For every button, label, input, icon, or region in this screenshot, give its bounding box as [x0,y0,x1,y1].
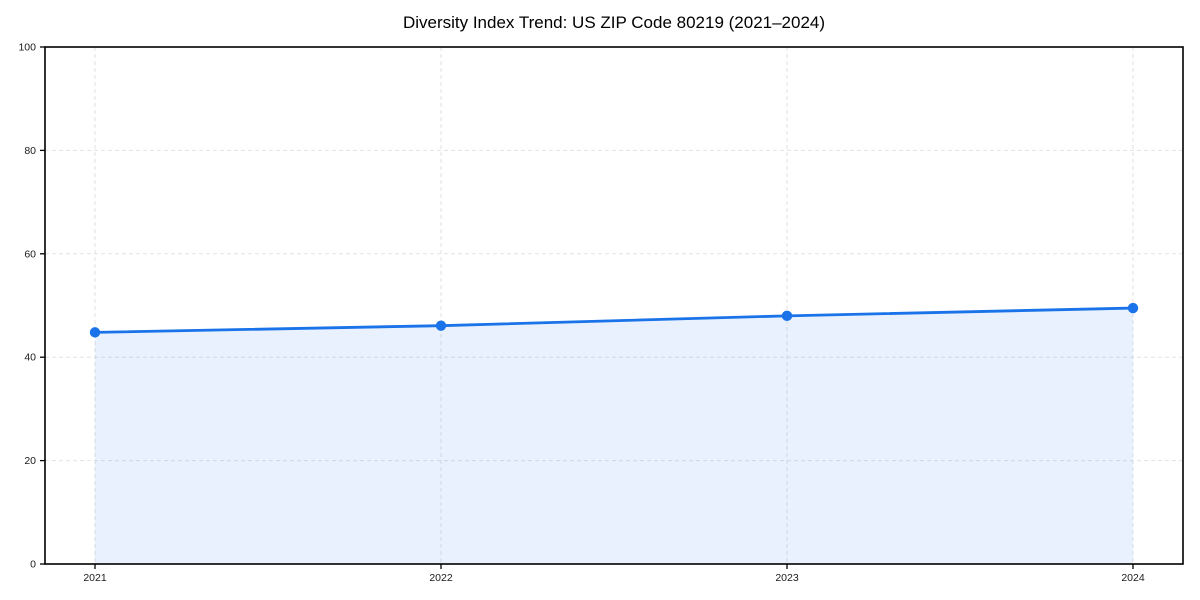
y-axis-labels: 0 20 40 60 80 100 [18,42,36,571]
data-point-2022 [435,320,447,331]
data-point-2024 [1127,302,1139,314]
y-tick-label-60: 60 [24,248,36,260]
y-tick-label-100: 100 [18,42,36,54]
y-tick-label-20: 20 [24,455,36,467]
y-tick-label-0: 0 [30,559,36,571]
x-tick-label-2021: 2021 [83,572,107,584]
data-point-2023 [781,310,793,322]
area-fill [95,308,1133,564]
x-tick-label-2023: 2023 [775,572,799,584]
y-tick-label-80: 80 [24,145,36,157]
y-tick-label-40: 40 [24,352,36,364]
data-point-2021 [89,327,101,338]
x-tick-label-2022: 2022 [429,572,453,584]
x-axis-labels: 2021 2022 2023 2024 [83,572,1145,584]
data-points [89,302,1139,338]
trend-line [93,306,1135,334]
chart-title: Diversity Index Trend: US ZIP Code 80219… [403,13,825,32]
x-tick-label-2024: 2024 [1121,572,1145,584]
axis-ticks [40,46,1134,569]
gridlines [45,47,1183,564]
plot-border [44,46,1184,565]
